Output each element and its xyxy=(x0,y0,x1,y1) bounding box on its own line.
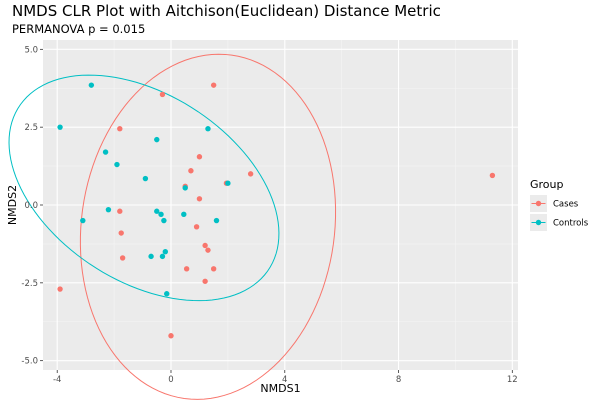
point-cases xyxy=(119,255,126,261)
point-controls xyxy=(182,185,188,191)
ellipse-cases xyxy=(79,53,337,400)
point-cases xyxy=(210,266,217,272)
legend-point xyxy=(535,200,542,207)
point-cases xyxy=(188,168,194,174)
y-tick-label: -2.5 xyxy=(21,279,38,289)
point-controls xyxy=(159,253,166,260)
point-controls xyxy=(88,82,95,88)
y-axis-title: NMDS2 xyxy=(6,185,19,225)
chart-title: NMDS CLR Plot with Aitchison(Euclidean) … xyxy=(12,2,441,20)
point-cases xyxy=(117,208,123,214)
point-cases xyxy=(210,82,217,88)
point-cases xyxy=(205,247,211,253)
confidence-ellipses xyxy=(8,53,337,400)
point-controls xyxy=(80,217,86,224)
ellipse-controls xyxy=(8,74,280,302)
point-cases xyxy=(247,171,254,177)
point-cases xyxy=(489,172,496,179)
point-controls xyxy=(181,211,187,218)
x-axis-title: NMDS1 xyxy=(260,382,300,395)
point-cases xyxy=(196,196,203,202)
point-controls xyxy=(57,124,63,130)
y-tick-label: 2.5 xyxy=(24,123,38,133)
point-cases xyxy=(193,224,200,230)
point-controls xyxy=(213,217,220,224)
major-grid xyxy=(43,40,518,370)
legend-label-controls: Controls xyxy=(553,219,589,229)
legend: Group Cases Controls xyxy=(530,178,589,231)
data-points xyxy=(57,82,496,339)
point-cases xyxy=(202,278,208,284)
y-tick-label: -5.0 xyxy=(21,357,38,367)
y-tick-label: 5.0 xyxy=(24,45,38,55)
x-tick-label: 4 xyxy=(282,375,287,385)
legend-label-cases: Cases xyxy=(553,200,579,210)
point-controls xyxy=(205,126,211,132)
point-controls xyxy=(162,248,169,255)
x-tick-label: 0 xyxy=(168,375,173,385)
x-axis-ticks: -4 0 4 8 12 xyxy=(53,370,518,385)
point-cases xyxy=(159,91,166,98)
point-controls xyxy=(225,180,231,186)
point-controls xyxy=(164,291,170,297)
y-axis-ticks: -5.0 -2.5 0.0 2.5 5.0 xyxy=(21,45,43,367)
point-controls xyxy=(114,161,120,168)
point-controls xyxy=(102,149,109,155)
point-cases xyxy=(57,286,63,292)
point-controls xyxy=(105,206,112,213)
point-controls xyxy=(154,136,160,143)
point-controls xyxy=(142,175,149,182)
point-controls xyxy=(154,208,160,214)
chart-subtitle: PERMANOVA p = 0.015 xyxy=(12,22,145,36)
legend-point xyxy=(535,219,542,226)
x-tick-label: -4 xyxy=(53,375,61,385)
point-controls xyxy=(158,211,164,218)
legend-title: Group xyxy=(530,178,564,191)
point-controls xyxy=(161,217,167,224)
x-tick-label: 8 xyxy=(396,375,401,385)
point-cases xyxy=(168,333,174,339)
point-cases xyxy=(196,154,203,160)
point-controls xyxy=(148,253,154,260)
y-tick-label: 0.0 xyxy=(24,201,38,211)
point-cases xyxy=(202,242,208,249)
point-cases xyxy=(117,126,123,132)
point-cases xyxy=(118,230,124,236)
point-cases xyxy=(183,266,190,272)
x-tick-label: 12 xyxy=(507,375,518,385)
